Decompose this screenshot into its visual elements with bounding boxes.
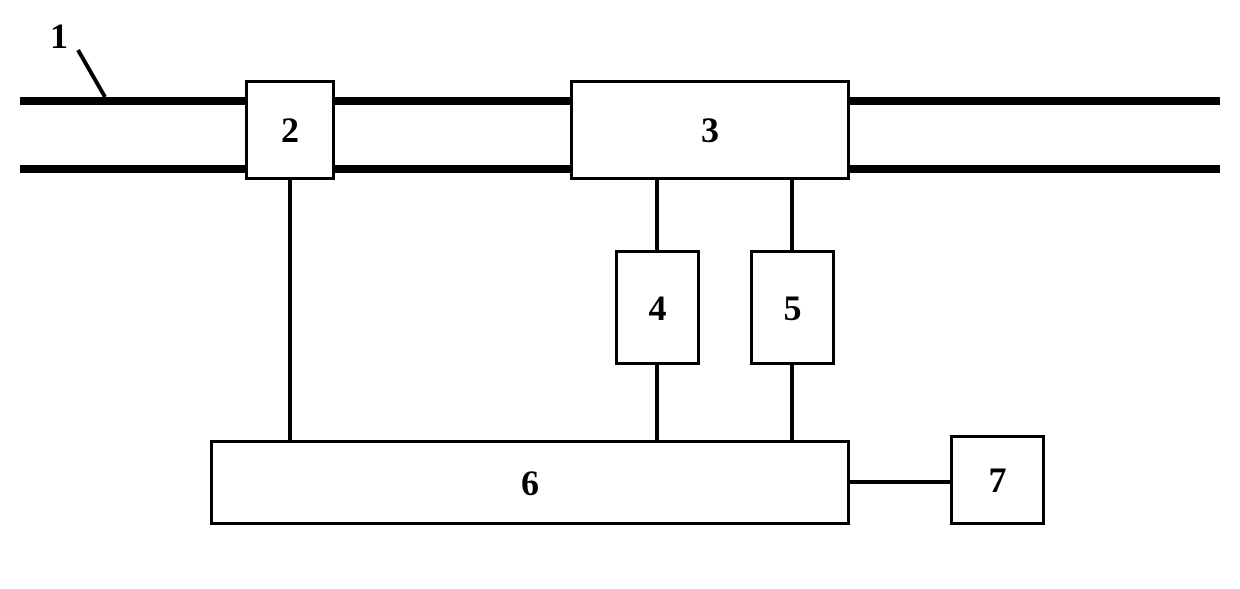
pipe-bottom-seg3 [850, 165, 1220, 173]
block-6: 6 [210, 440, 850, 525]
pipe-bottom-seg1 [20, 165, 245, 173]
connector-3-4 [655, 180, 659, 250]
block-3-label: 3 [701, 109, 719, 151]
block-4-label: 4 [649, 287, 667, 329]
block-6-label: 6 [521, 462, 539, 504]
pipe-top-seg1 [20, 97, 245, 105]
block-2-label: 2 [281, 109, 299, 151]
block-5-label: 5 [784, 287, 802, 329]
pipe-top-seg2 [335, 97, 570, 105]
block-2: 2 [245, 80, 335, 180]
block-7-label: 7 [989, 459, 1007, 501]
label-1: 1 [50, 15, 68, 57]
pipe-bottom-seg2 [335, 165, 570, 173]
connector-4-6 [655, 365, 659, 440]
connector-6-7 [850, 480, 950, 484]
block-4: 4 [615, 250, 700, 365]
pipe-top-seg3 [850, 97, 1220, 105]
block-5: 5 [750, 250, 835, 365]
connector-5-6 [790, 365, 794, 440]
connector-2-6 [288, 180, 292, 440]
block-7: 7 [950, 435, 1045, 525]
connector-3-5 [790, 180, 794, 250]
leader-line-1 [75, 50, 115, 105]
block-3: 3 [570, 80, 850, 180]
